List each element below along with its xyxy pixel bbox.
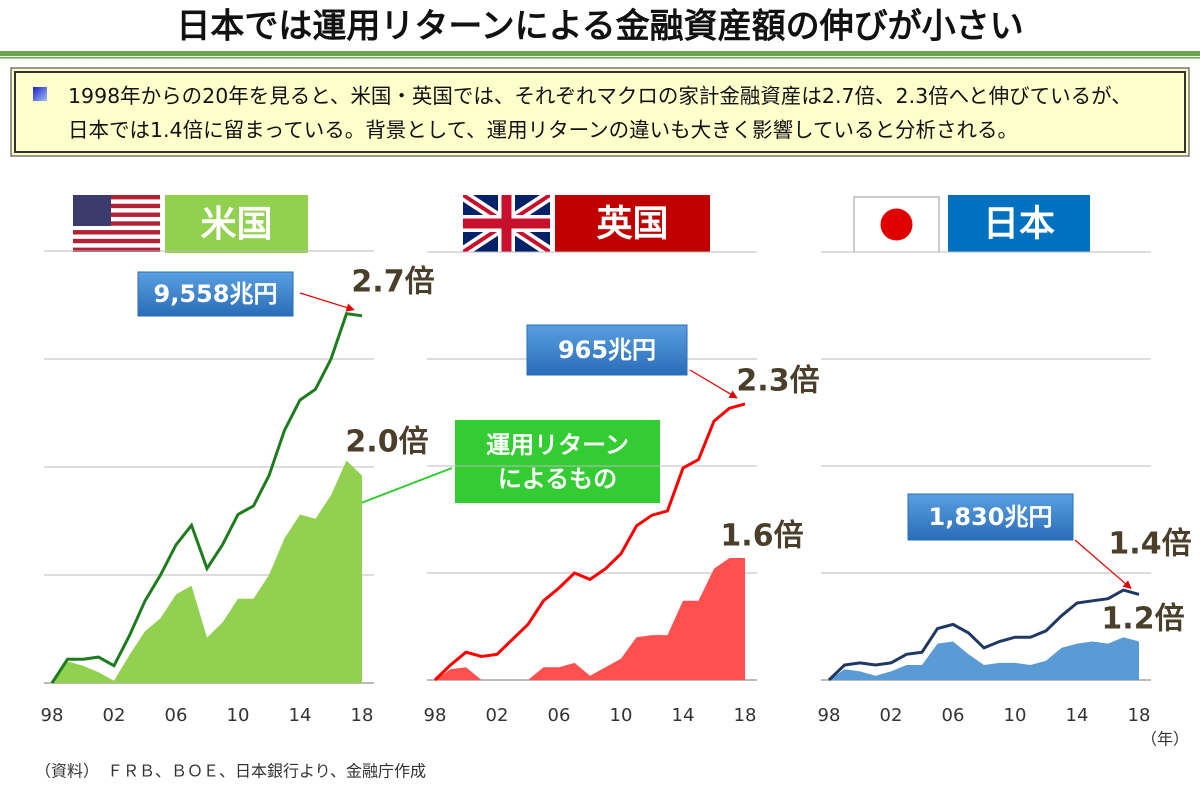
x-tick-label: 18 [1128,705,1151,726]
country-label-box [165,195,308,253]
area [435,558,745,680]
title-rule [0,57,1200,59]
annotation-arrow [1074,539,1132,589]
value-label: 1.2倍 [1101,602,1184,637]
value-label: 2.7倍 [351,265,434,300]
annotation-box [907,493,1074,541]
annotation-arrow [299,292,355,312]
x-tick-label: 02 [103,705,126,726]
annotation: 9,558兆円 [154,280,278,308]
title-rule [0,51,1200,56]
callout-holder: 運用リターン によるもの [486,430,629,493]
x-tick-label: 18 [351,705,374,726]
x-tick-label: 98 [818,705,841,726]
source: （資料） ＦＲＢ、ＢＯＥ、日本銀行より、金融庁作成 [35,762,426,781]
summary-box-inner [14,71,1186,153]
summary-line: 1998年からの20年を見ると、米国・英国では、それぞれマクロの家計金融資産は2… [68,84,1132,108]
annotation: 1,830兆円 [929,503,1053,531]
x-tick-label: 14 [672,705,695,726]
x-tick-label: 10 [610,705,633,726]
callout-line [355,467,453,506]
slide-title: 日本では運用リターンによる金融資産額の伸びが小さい [176,7,1023,47]
annotation: 965兆円 [558,336,656,364]
country-label: 米国 [200,204,272,245]
country-label-box [555,195,710,252]
x-tick-label: 06 [548,705,571,726]
x-tick-label: 14 [1066,705,1089,726]
annotation-box [137,271,294,317]
line [433,402,746,682]
x-tick-label: 06 [165,705,188,726]
line [827,588,1140,682]
area [829,637,1139,680]
x-tick-label: 10 [1004,705,1027,726]
x-tick-label: 98 [424,705,447,726]
x-tick-label: 10 [227,705,250,726]
annotation-box [526,324,688,376]
value-label: 2.0倍 [345,425,428,460]
country-label: 日本 [983,204,1055,245]
value-label: 2.3倍 [736,364,819,399]
country-label-box [948,195,1090,252]
us-flag [73,195,160,252]
annotation-arrow [689,369,738,399]
uk-flag [463,195,550,252]
country-label: 英国 [596,204,668,245]
x-tick-label: 98 [41,705,64,726]
x-tick-label: 06 [942,705,965,726]
x-tick-label: 18 [734,705,757,726]
value-label: 1.4倍 [1108,527,1191,562]
summary-line: 日本では1.4倍に留まっている。背景として、運用リターンの違いも大きく影響してい… [68,118,1018,142]
callout-text: 運用リターン によるもの [486,430,629,493]
area [52,460,362,683]
x-tick-label: 14 [289,705,312,726]
x-tick-label: 02 [486,705,509,726]
value-label: 1.6倍 [720,519,803,554]
jp-flag [853,196,940,253]
bullet [33,87,47,101]
line [50,311,363,684]
callout-box [455,420,660,503]
x-tick-label: 02 [880,705,903,726]
summary-box [10,67,1190,157]
x-unit: （年） [1141,730,1189,749]
